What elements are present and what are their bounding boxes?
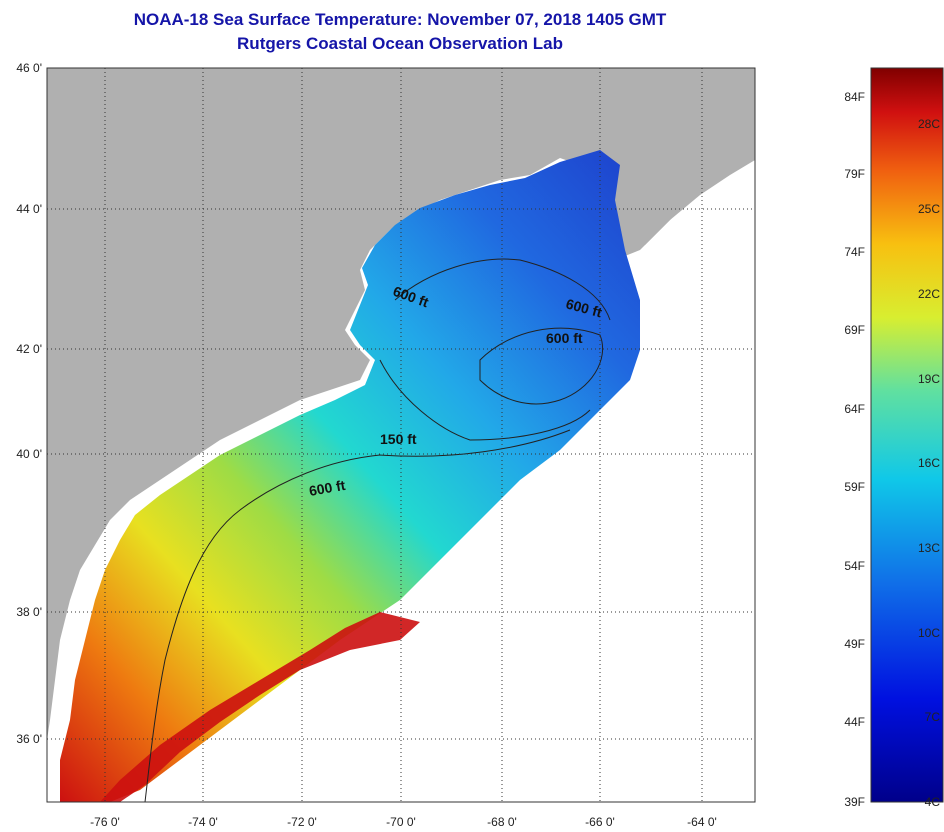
lat-label: 44 0' <box>16 202 42 216</box>
colorbar-f-label: 39F <box>844 795 865 809</box>
colorbar-c-label: 7C <box>925 710 941 724</box>
colorbar-c-label: 19C <box>918 372 940 386</box>
colorbar-f-label: 64F <box>844 402 865 416</box>
colorbar-f-label: 59F <box>844 480 865 494</box>
colorbar-c-label: 25C <box>918 202 940 216</box>
contour-600-bank <box>479 327 604 405</box>
lon-label: -74 0' <box>188 815 218 829</box>
lon-label: -72 0' <box>287 815 317 829</box>
colorbar-c-label: 4C <box>925 795 941 809</box>
colorbar-f-label: 84F <box>844 90 865 104</box>
colorbar-c-label: 22C <box>918 287 940 301</box>
colorbar-f-label: 79F <box>844 167 865 181</box>
colorbar-c-label: 13C <box>918 541 940 555</box>
map-title: NOAA-18 Sea Surface Temperature: Novembe… <box>133 10 667 29</box>
contour-label: 600 ft <box>308 477 347 499</box>
lat-label: 36 0' <box>16 732 42 746</box>
colorbar <box>871 68 943 802</box>
lat-label: 38 0' <box>16 605 42 619</box>
colorbar-f-label: 49F <box>844 637 865 651</box>
contour-600-shelf <box>144 429 571 802</box>
colorbar-f-label: 54F <box>844 559 865 573</box>
contour-150 <box>379 359 591 441</box>
lat-label: 42 0' <box>16 342 42 356</box>
lon-label: -66 0' <box>585 815 615 829</box>
map-subtitle: Rutgers Coastal Ocean Observation Lab <box>237 34 563 53</box>
colorbar-border <box>870 67 944 803</box>
lon-label: -64 0' <box>687 815 717 829</box>
contour-label: 600 ft <box>546 330 583 346</box>
colorbar-f-label: 44F <box>844 715 865 729</box>
contour-600-north <box>394 258 611 321</box>
contour-label: 150 ft <box>380 431 417 447</box>
land-maritimes <box>615 100 755 250</box>
colorbar-c-label: 28C <box>918 117 940 131</box>
colorbar-c-label: 10C <box>918 626 940 640</box>
lat-label: 40 0' <box>16 447 42 461</box>
lon-label: -68 0' <box>487 815 517 829</box>
lat-label: 46 0' <box>16 61 42 75</box>
colorbar-f-label: 74F <box>844 245 865 259</box>
land-mass <box>47 68 755 740</box>
colorbar-c-label: 16C <box>918 456 940 470</box>
sst-field <box>60 150 640 802</box>
gulf-stream <box>100 612 420 802</box>
lon-label: -70 0' <box>386 815 416 829</box>
colorbar-f-label: 69F <box>844 323 865 337</box>
lon-label: -76 0' <box>90 815 120 829</box>
